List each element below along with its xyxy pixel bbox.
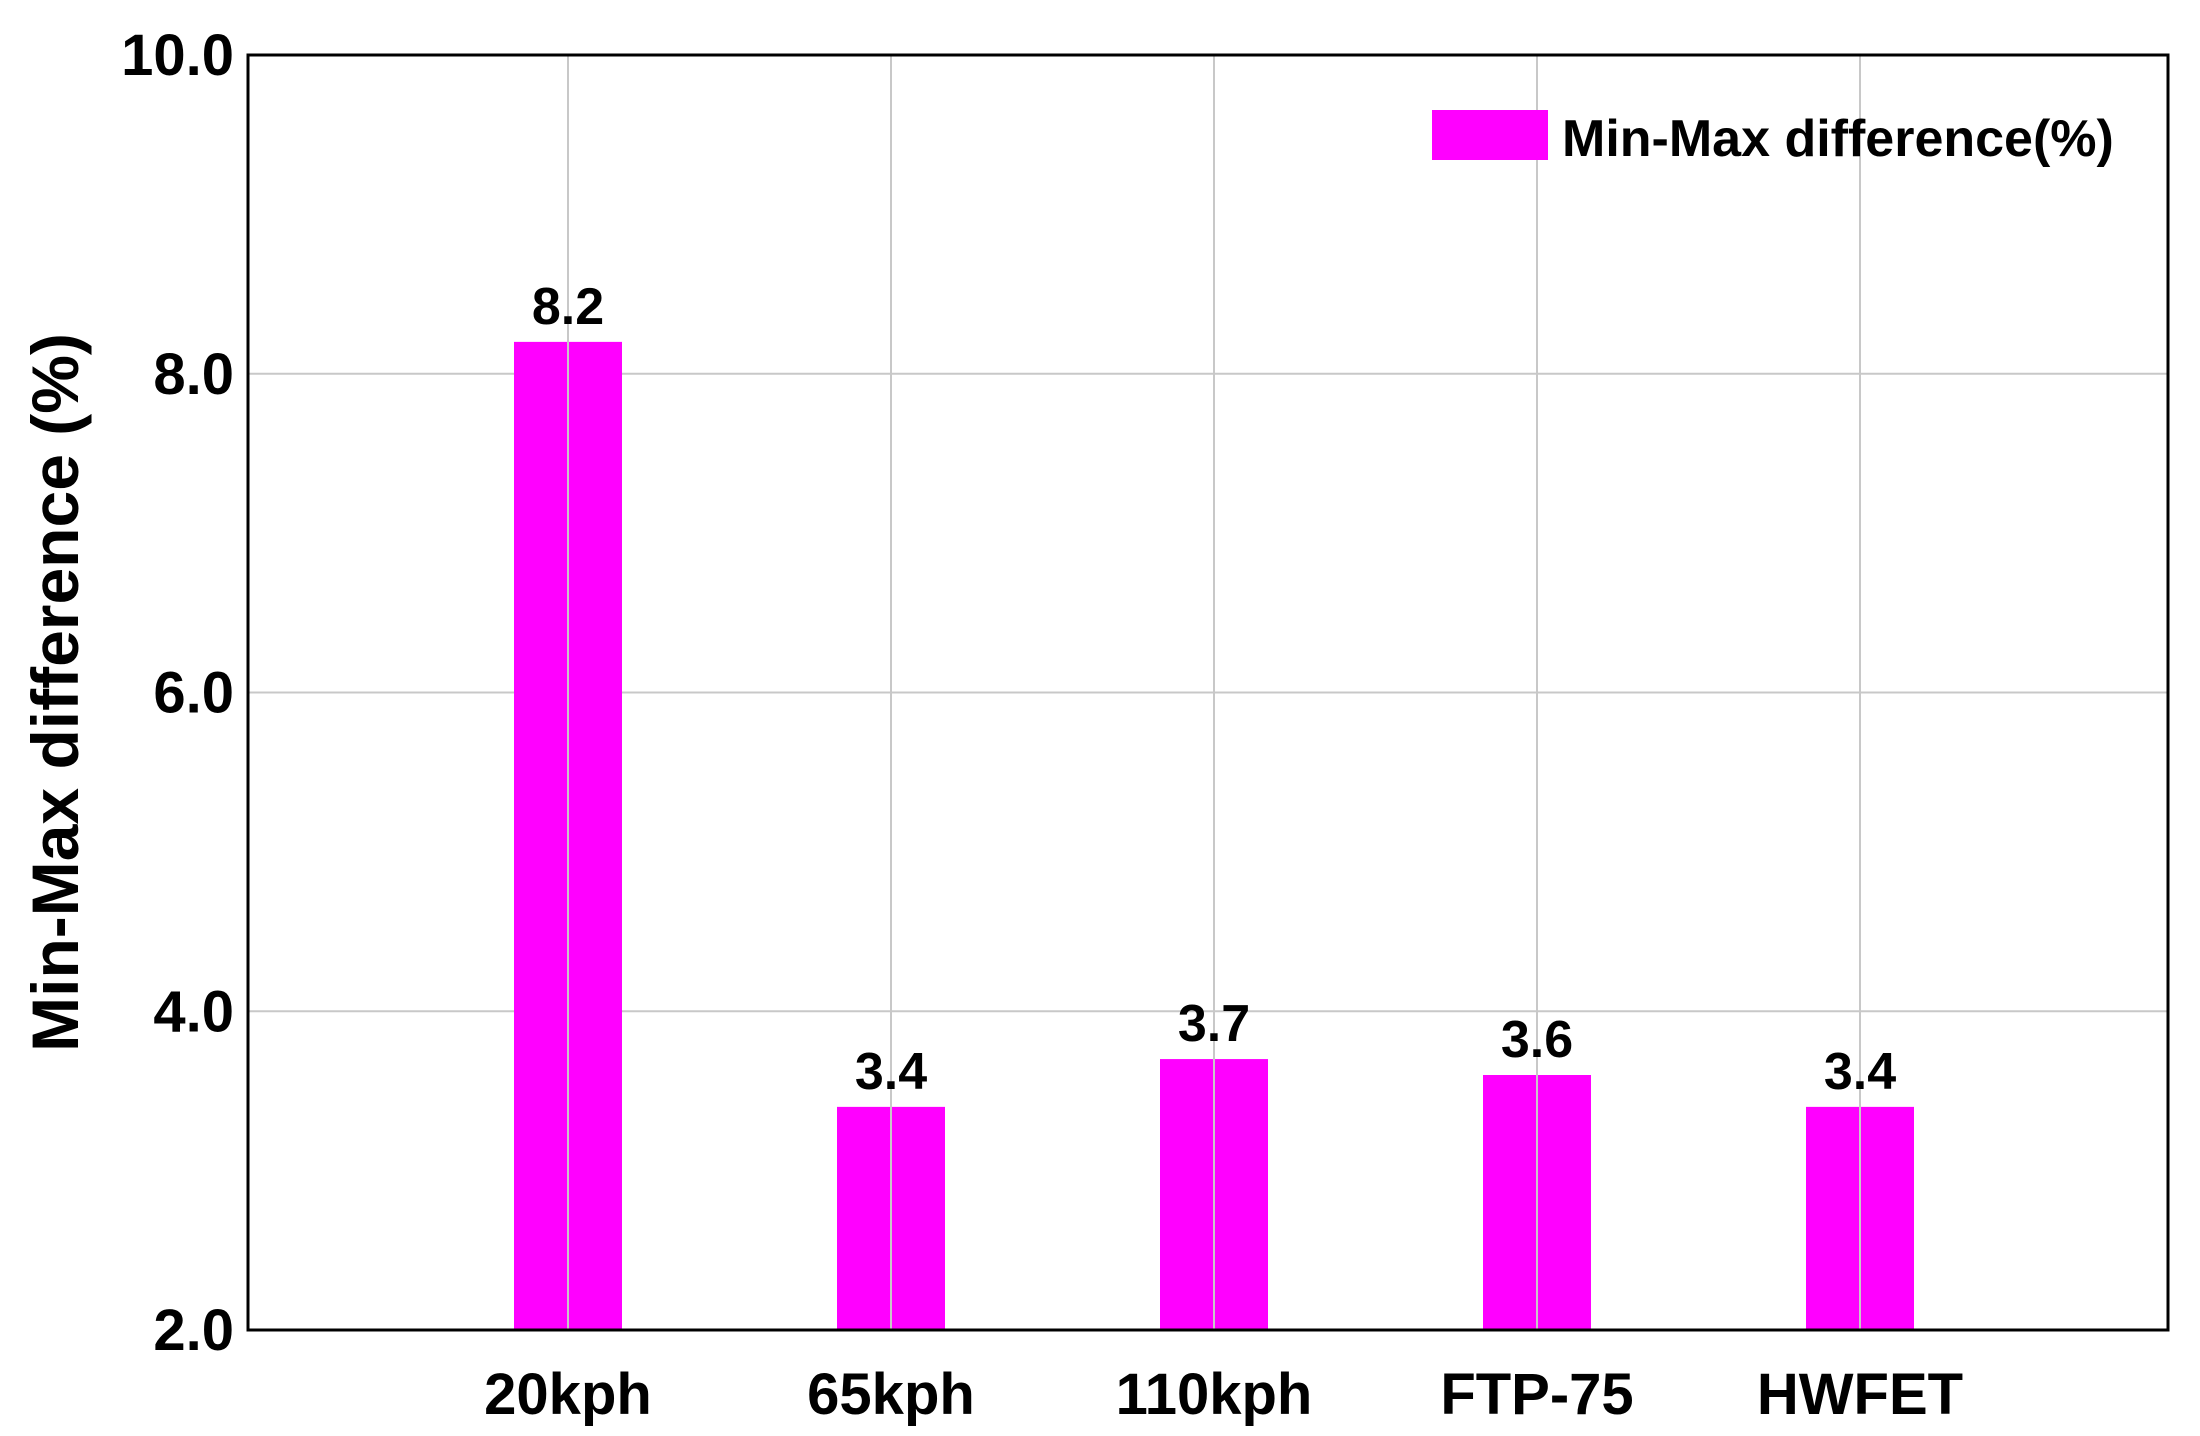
y-tick-label: 8.0 (153, 342, 234, 407)
vertical-grid-lines (567, 55, 1861, 1330)
x-tick-label: 110kph (1116, 1362, 1313, 1427)
data-label: 3.4 (855, 1043, 927, 1101)
x-tick-label: 65kph (807, 1362, 975, 1427)
y-tick-label: 10.0 (121, 23, 234, 88)
x-tick-labels: 20kph 65kph 110kph FTP-75 HWFET (484, 1362, 1963, 1427)
data-label: 3.7 (1178, 995, 1250, 1053)
y-axis-title: Min-Max difference (%) (18, 333, 92, 1052)
x-tick-label: FTP-75 (1440, 1362, 1633, 1427)
data-label: 3.4 (1824, 1043, 1896, 1101)
plot-frame (246, 53, 2170, 1332)
y-tick-labels: 2.0 4.0 6.0 8.0 10.0 (121, 23, 234, 1363)
legend-swatch (1432, 110, 1548, 160)
y-tick-label: 6.0 (153, 661, 234, 726)
y-tick-label: 4.0 (153, 979, 234, 1044)
x-tick-label: 20kph (484, 1362, 652, 1427)
data-labels: 8.2 3.4 3.7 3.6 3.4 (532, 278, 1896, 1101)
legend: Min-Max difference(%) (1432, 110, 2114, 168)
legend-label: Min-Max difference(%) (1562, 110, 2114, 168)
data-label: 3.6 (1501, 1011, 1573, 1069)
x-tick-label: HWFET (1757, 1362, 1963, 1427)
y-tick-label: 2.0 (153, 1298, 234, 1363)
data-label: 8.2 (532, 278, 604, 336)
